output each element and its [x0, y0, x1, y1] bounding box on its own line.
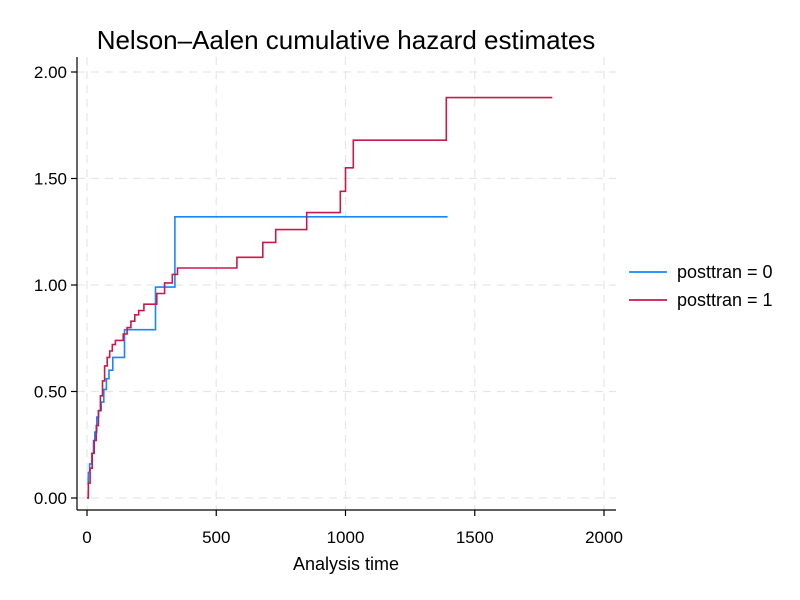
- y-tick-label: 1.00: [34, 276, 67, 295]
- x-tick-label: 1000: [327, 528, 365, 547]
- x-tick-label: 2000: [585, 528, 623, 547]
- series-line-1: [87, 96, 553, 499]
- grid: [77, 57, 616, 510]
- y-tick-label: 2.00: [34, 63, 67, 82]
- x-tick-label: 0: [82, 528, 91, 547]
- axes: 0.00 0.50 1.00 1.50 2.00 0 500 1000 1500 2000: [34, 57, 623, 547]
- legend-label-0: posttran = 0: [677, 262, 773, 282]
- x-tick-label: 1500: [456, 528, 494, 547]
- y-tick-label: 0.00: [34, 489, 67, 508]
- y-tick-label: 0.50: [34, 383, 67, 402]
- y-tick-label: 1.50: [34, 170, 67, 189]
- x-tick-label: 500: [202, 528, 230, 547]
- x-axis-label: Analysis time: [293, 554, 399, 574]
- series-layer: [87, 96, 553, 499]
- legend: posttran = 0 posttran = 1: [629, 262, 773, 310]
- legend-label-1: posttran = 1: [677, 290, 773, 310]
- chart-title: Nelson–Aalen cumulative hazard estimates: [97, 25, 596, 55]
